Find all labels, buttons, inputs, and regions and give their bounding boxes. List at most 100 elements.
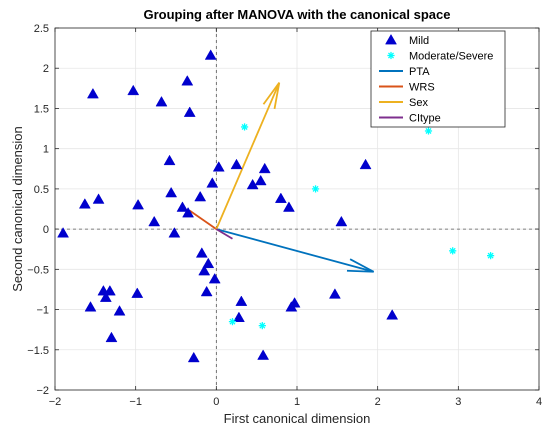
- point-mild: [92, 193, 105, 204]
- point-mild: [78, 198, 91, 209]
- asterisk-stroke: [259, 322, 266, 329]
- asterisk-stroke: [241, 123, 248, 130]
- point-mild: [206, 177, 219, 188]
- vector-layer: [189, 82, 375, 273]
- point-layer: [57, 49, 495, 363]
- point-moderate-severe: [424, 127, 433, 135]
- x-axis-label: First canonical dimension: [224, 411, 371, 426]
- point-mild: [200, 285, 213, 297]
- point-mild: [84, 301, 97, 312]
- y-tick-label: 2: [43, 63, 49, 75]
- point-moderate-severe: [487, 252, 495, 260]
- point-mild: [288, 297, 301, 308]
- legend-box: [370, 30, 506, 128]
- legend-label-mild: Mild: [409, 35, 429, 47]
- point-mild: [283, 201, 295, 212]
- point-mild: [163, 154, 176, 166]
- y-tick-label: 0.5: [34, 184, 49, 196]
- point-mild: [274, 192, 287, 203]
- y-tick-label: 1: [43, 144, 49, 156]
- point-moderate-severe: [228, 318, 237, 326]
- y-tick-label: −1.5: [27, 345, 49, 357]
- point-moderate-severe: [311, 185, 320, 193]
- x-tick-label: 3: [455, 396, 461, 408]
- point-mild: [182, 207, 195, 218]
- vector-arrowhead-sex: [262, 82, 281, 110]
- x-tick-label: −2: [49, 396, 62, 408]
- asterisk-stroke: [312, 185, 319, 192]
- point-mild: [86, 87, 99, 99]
- asterisk-stroke: [425, 127, 432, 134]
- y-axis-label: Second canonical dimension: [10, 126, 25, 292]
- legend-label-sex: Sex: [409, 97, 428, 109]
- point-mild: [127, 84, 140, 96]
- point-mild: [165, 186, 178, 198]
- point-mild: [257, 349, 270, 360]
- y-tick-label: −2: [36, 385, 49, 397]
- asterisk-stroke: [229, 318, 236, 325]
- point-mild: [208, 272, 221, 284]
- point-mild: [386, 309, 399, 320]
- point-mild: [148, 215, 161, 227]
- y-tick-label: −0.5: [27, 264, 49, 276]
- zero-lines: [55, 28, 539, 390]
- point-mild: [194, 190, 207, 202]
- point-moderate-severe: [258, 322, 266, 330]
- point-mild: [212, 161, 225, 172]
- asterisk-stroke: [487, 252, 494, 259]
- legend-label-moderate-severe: Moderate/Severe: [409, 51, 493, 63]
- point-mild: [103, 285, 116, 296]
- legend-entries: Mild Moderate/Severe PTA WRS Sex CItype: [379, 33, 493, 125]
- vector-sex: [215, 82, 281, 230]
- point-mild: [254, 174, 267, 186]
- point-mild: [105, 331, 118, 343]
- point-mild: [204, 49, 217, 60]
- legend-label-pta: PTA: [409, 66, 430, 78]
- point-moderate-severe: [240, 123, 249, 131]
- point-mild: [131, 287, 144, 298]
- point-mild: [198, 264, 211, 276]
- point-mild: [359, 158, 372, 170]
- point-mild: [155, 96, 168, 107]
- point-mild: [202, 257, 215, 269]
- vector-wrs: [189, 209, 217, 230]
- asterisk-stroke: [449, 247, 456, 254]
- x-tick-label: −1: [129, 396, 142, 408]
- point-mild: [335, 215, 348, 227]
- point-mild: [99, 291, 112, 302]
- point-mild: [258, 162, 271, 174]
- point-mild: [181, 75, 194, 86]
- x-tick-label: 4: [536, 396, 542, 408]
- legend-marker-moderate-severe: [387, 51, 395, 60]
- point-mild: [187, 351, 200, 363]
- point-mild: [168, 227, 181, 238]
- legend-label-wrs: WRS: [409, 82, 435, 94]
- chart-title: Grouping after MANOVA with the canonical…: [144, 7, 451, 22]
- point-mild: [176, 201, 189, 212]
- x-tick-label: 0: [213, 396, 219, 408]
- point-mild: [113, 305, 126, 316]
- point-mild: [230, 158, 243, 170]
- legend-label-citype: CItype: [409, 113, 441, 125]
- legend: Mild Moderate/Severe PTA WRS Sex CItype: [370, 30, 506, 128]
- x-tick-label: 1: [294, 396, 300, 408]
- tick-layer: −2 −1 0 1 2 3 4 −2 −1.5 −1 −0.5 0 0.5 1 1.5 2 2.5: [27, 23, 542, 408]
- point-moderate-severe: [449, 247, 457, 255]
- point-mild: [132, 198, 145, 210]
- y-tick-label: −1: [36, 305, 49, 317]
- asterisk-stroke: [387, 52, 395, 59]
- point-mild: [235, 295, 248, 306]
- legend-marker-mild: [385, 33, 397, 45]
- vector-arrowhead-pta: [346, 258, 375, 273]
- x-tick-label: 2: [375, 396, 381, 408]
- point-mild: [328, 288, 341, 299]
- y-tick-label: 0: [43, 224, 49, 236]
- point-mild: [232, 311, 245, 322]
- vector-pta: [216, 228, 374, 273]
- point-mild: [195, 247, 208, 258]
- point-mild: [183, 106, 196, 117]
- vector-citype: [215, 228, 233, 240]
- y-tick-label: 1.5: [34, 103, 49, 115]
- point-mild: [57, 227, 69, 238]
